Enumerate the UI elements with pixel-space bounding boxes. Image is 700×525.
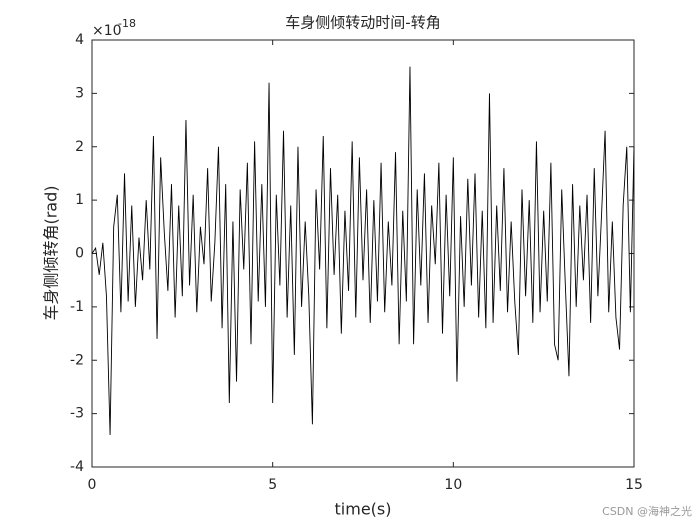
chart-title: 车身侧倾转动时间-转角 [285, 14, 440, 32]
x-tick-label: 5 [268, 477, 277, 493]
y-tick-label: -4 [70, 459, 84, 475]
watermark: CSDN @海神之光 [602, 504, 692, 518]
y-tick-label: 1 [75, 192, 84, 208]
y-tick-label: -1 [70, 299, 84, 315]
y-tick-label: -3 [70, 406, 84, 422]
y-exponent: -18 [118, 17, 136, 30]
y-tick-label: 0 [75, 246, 84, 262]
y-exponent-base: ×10 [92, 23, 122, 39]
y-axis-label: 车身侧倾转角(rad) [42, 185, 61, 320]
x-tick-label: 15 [625, 477, 643, 493]
x-tick-label: 10 [444, 477, 462, 493]
x-axis-label: time(s) [335, 500, 392, 519]
x-tick-label: 0 [88, 477, 97, 493]
y-tick-label: 2 [75, 139, 84, 155]
data-line [91, 66, 635, 435]
y-tick-label: -2 [70, 352, 84, 368]
y-tick-label: 3 [75, 85, 84, 101]
y-tick-label: 4 [75, 32, 84, 48]
